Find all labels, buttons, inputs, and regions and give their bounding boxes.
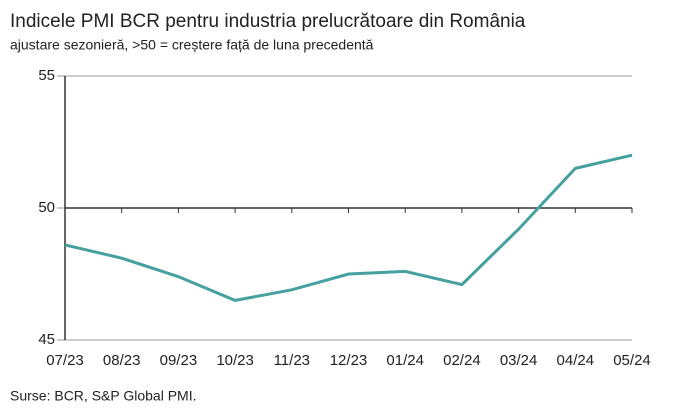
x-tick-label: 10/23 (216, 352, 254, 369)
y-tick-label: 55 (38, 67, 55, 84)
y-tick-label: 50 (38, 199, 55, 216)
chart-title: Indicele PMI BCR pentru industria preluc… (10, 11, 526, 32)
data-line (64, 153, 633, 302)
x-tick-label: 03/24 (500, 352, 538, 369)
source-note: Surse: BCR, S&P Global PMI. (10, 388, 196, 404)
x-tick-label: 01/24 (386, 352, 424, 369)
x-tick-label: 08/23 (103, 352, 141, 369)
x-tick-label: 09/23 (160, 352, 198, 369)
y-tick-label: 45 (38, 331, 55, 348)
x-tick-label: 07/23 (46, 352, 84, 369)
x-tick-label: 11/23 (274, 352, 310, 369)
x-tick-label: 12/23 (330, 352, 368, 369)
x-tick-label: 05/24 (613, 352, 651, 369)
chart-subtitle: ajustare sezonieră, >50 = creștere față … (10, 37, 374, 53)
x-tick-label: 02/24 (443, 352, 481, 369)
x-tick-label: 04/24 (557, 352, 595, 369)
